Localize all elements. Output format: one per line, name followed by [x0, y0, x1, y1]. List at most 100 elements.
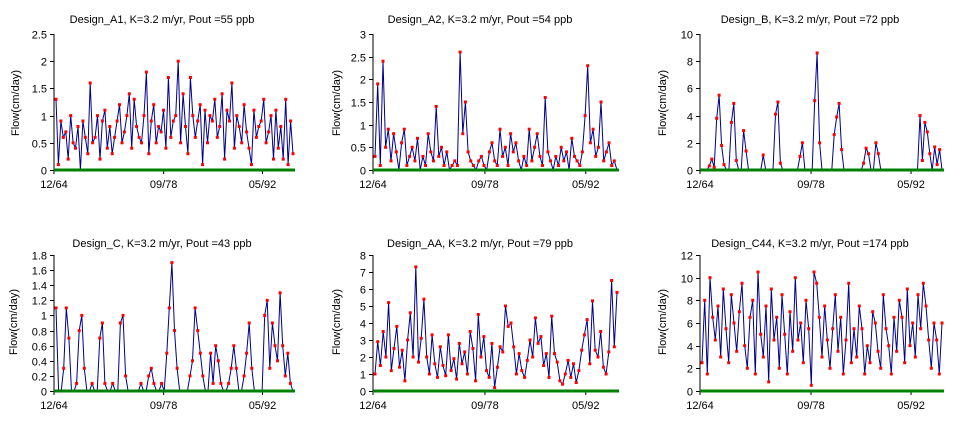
data-point [170, 261, 174, 265]
data-point [474, 379, 478, 383]
data-point [578, 164, 582, 167]
data-point [588, 362, 592, 366]
y-tick-label: 0.4 [32, 357, 47, 369]
data-point [476, 313, 480, 316]
data-point [90, 381, 94, 385]
data-point [220, 92, 224, 96]
data-point [56, 163, 60, 167]
data-point [477, 159, 481, 163]
data-point [610, 164, 614, 167]
data-point [889, 372, 893, 376]
data-point [884, 327, 888, 331]
data-point [179, 141, 183, 145]
data-point [98, 336, 102, 340]
data-point [855, 355, 859, 359]
chart-title: Design_C44, K=3.2 m/yr, Pout =174 ppb [711, 238, 909, 250]
data-point [411, 355, 415, 359]
data-point [103, 108, 107, 112]
data-point [67, 336, 71, 340]
data-point [840, 148, 844, 152]
data-point [501, 154, 505, 158]
data-point [291, 152, 295, 156]
data-point [274, 108, 278, 112]
data-point [562, 159, 566, 163]
data-point [588, 141, 592, 145]
data-point [147, 374, 151, 378]
x-tick-label: 05/92 [897, 400, 925, 412]
data-point [769, 287, 773, 291]
data-point [881, 293, 885, 297]
data-point [772, 338, 776, 342]
data-point [479, 355, 483, 359]
data-point [269, 114, 273, 118]
data-point [935, 338, 939, 342]
data-point [857, 304, 861, 308]
data-point [498, 127, 502, 131]
data-point [895, 349, 899, 353]
chart-title: Design_A1, K=3.2 m/yr, Pout =55 ppb [70, 14, 255, 26]
data-point [777, 366, 781, 370]
data-point [531, 355, 535, 359]
data-point [818, 141, 822, 145]
data-point [376, 82, 380, 86]
data-point [264, 141, 268, 145]
data-point [450, 164, 454, 167]
chart-panel-6: Design_C44, K=3.2 m/yr, Pout =174 ppb Fl… [657, 238, 944, 412]
data-point [892, 315, 896, 319]
data-point [225, 108, 229, 112]
data-point [434, 105, 438, 108]
x-tick-label: 12/64 [40, 400, 68, 412]
data-point [798, 154, 802, 158]
data-point [425, 355, 429, 359]
data-point [793, 276, 797, 280]
data-point [604, 372, 608, 376]
series-line [374, 266, 618, 388]
data-point [198, 351, 202, 355]
data-point [232, 146, 236, 150]
data-point [394, 150, 398, 154]
data-point [175, 366, 179, 370]
data-point [259, 119, 263, 123]
data-point [509, 132, 513, 136]
data-point [929, 366, 933, 370]
data-point [125, 114, 129, 118]
data-point [498, 345, 502, 349]
data-point [599, 330, 603, 333]
data-point [75, 381, 79, 385]
data-point [825, 338, 829, 342]
y-tick-label: 2.5 [351, 53, 366, 65]
data-point [734, 159, 738, 162]
data-point [512, 345, 516, 349]
data-point [550, 314, 554, 318]
data-point [441, 364, 445, 367]
data-point [871, 310, 875, 314]
y-tick-label: 0.5 [351, 143, 366, 155]
data-point [517, 352, 521, 356]
x-tick-label: 12/64 [686, 400, 714, 412]
data-point [184, 125, 187, 128]
plot-area: 0 0.5 1 1.5 2 2.5 12/64 09/78 05/92 [32, 30, 295, 191]
data-point [286, 351, 290, 355]
data-point [799, 321, 803, 325]
data-point [919, 327, 923, 331]
data-point [520, 369, 524, 373]
x-tick-label: 12/64 [40, 179, 68, 191]
y-tick-label: 0 [687, 166, 693, 178]
chart-title: Design_AA, K=3.2 m/yr, Pout =79 ppb [387, 238, 573, 250]
data-point [539, 335, 543, 339]
data-point [780, 293, 784, 297]
data-point [823, 304, 827, 308]
data-point [815, 281, 819, 285]
data-point [157, 125, 161, 128]
x-tick-label: 12/64 [359, 400, 387, 412]
data-point [820, 355, 824, 359]
data-point [245, 351, 249, 355]
data-point [716, 304, 720, 308]
data-point [525, 358, 529, 362]
data-point [593, 348, 597, 352]
data-point [284, 97, 288, 101]
data-point [402, 127, 406, 131]
data-point [395, 324, 399, 328]
data-point [124, 374, 128, 378]
data-point [937, 372, 941, 376]
